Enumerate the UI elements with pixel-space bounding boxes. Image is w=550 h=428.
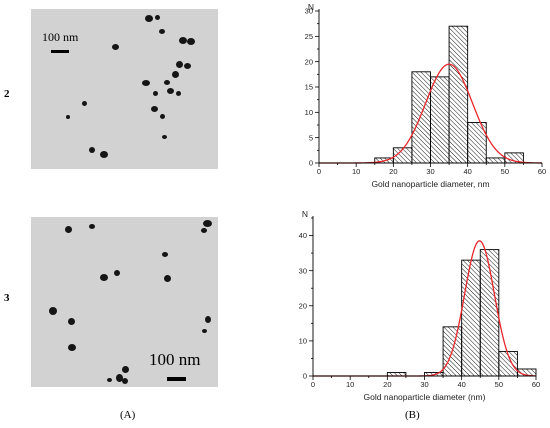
y-tick-label: 0: [303, 372, 307, 381]
nanoparticle: [205, 316, 211, 323]
histogram-bar: [485, 157, 506, 164]
x-axis-label: Gold nanoparticle diameter (nm): [364, 392, 486, 402]
histogram-bar: [461, 259, 481, 377]
y-tick-label: 40: [299, 231, 307, 240]
scale-bar-label: 100 nm: [149, 350, 201, 369]
y-tick-label: 30: [305, 7, 313, 16]
nanoparticle: [162, 135, 167, 139]
nanoparticle: [176, 91, 181, 96]
nanoparticle: [89, 224, 95, 229]
x-tick-label: 40: [457, 380, 465, 389]
nanoparticle: [155, 15, 160, 20]
y-axis-label: N: [308, 2, 314, 12]
nanoparticle: [164, 80, 170, 85]
x-tick-label: 50: [501, 167, 509, 176]
nanoparticle: [179, 37, 187, 44]
x-tick-label: 10: [352, 167, 360, 176]
nanoparticle: [114, 270, 120, 276]
nanoparticle: [151, 106, 158, 112]
y-tick-label: 10: [305, 108, 313, 117]
x-tick-label: 0: [311, 380, 315, 389]
nanoparticle: [122, 366, 129, 373]
x-tick-label: 50: [495, 380, 503, 389]
nanoparticle: [82, 101, 87, 106]
nanoparticle: [164, 275, 171, 282]
nanoparticle: [159, 29, 165, 34]
y-tick-label: 0: [309, 159, 313, 168]
row-label-2: 2: [4, 88, 10, 100]
x-tick-label: 20: [383, 380, 391, 389]
nanoparticle: [145, 15, 153, 22]
nanoparticle: [107, 378, 112, 382]
nanoparticle: [68, 318, 75, 325]
y-tick-label: 30: [299, 266, 307, 275]
nanoparticle: [65, 226, 72, 233]
nanoparticle: [176, 61, 183, 68]
x-tick-label: 10: [346, 380, 354, 389]
nanoparticle: [172, 71, 179, 78]
nanoparticle: [100, 151, 108, 158]
y-axis-label: N: [302, 209, 308, 219]
nanoparticle: [160, 114, 165, 119]
x-tick-label: 20: [389, 167, 397, 176]
nanoparticle: [162, 252, 168, 257]
histogram-bar: [448, 25, 469, 164]
histogram-row-3: 0 10 20 30 40 50 60 0 10 20 30 40 N Gold nanoparticle…: [299, 209, 541, 402]
scale-bar-label: 100 nm: [42, 30, 79, 44]
x-tick-label: 30: [426, 167, 434, 176]
y-tick-label: 5: [309, 133, 313, 142]
y-tick-label: 10: [299, 336, 307, 345]
nanoparticle: [100, 274, 108, 281]
nanoparticle: [153, 91, 158, 96]
nanoparticle: [68, 344, 76, 351]
tem-image-2: 100 nm: [31, 9, 218, 169]
y-tick-label: 20: [299, 301, 307, 310]
scale-bar: [167, 377, 186, 381]
nanoparticle: [142, 80, 150, 86]
nanoparticle: [122, 378, 128, 384]
row-label-3: 3: [4, 292, 10, 304]
y-tick-label: 15: [305, 83, 313, 92]
scale-bar: [51, 50, 69, 53]
nanoparticle: [203, 220, 212, 227]
nanoparticle: [89, 147, 95, 153]
panel-label-a: (A): [120, 409, 136, 421]
histogram-bar: [430, 76, 450, 164]
nanoparticle: [167, 88, 174, 94]
y-tick-label: 20: [305, 57, 313, 66]
nanoparticle: [201, 228, 207, 233]
x-tick-label: 40: [463, 167, 471, 176]
y-tick-label: 25: [305, 32, 313, 41]
nanoparticle: [112, 44, 119, 50]
nanoparticle: [187, 38, 195, 45]
x-tick-label: 60: [532, 380, 540, 389]
nanoparticle: [49, 307, 57, 315]
x-tick-label: 60: [538, 167, 546, 176]
nanoparticle: [184, 63, 191, 69]
x-axis-label: Gold nanoparticle diameter, nm: [371, 179, 489, 189]
x-tick-label: 30: [420, 380, 428, 389]
nanoparticle: [66, 115, 70, 119]
panel-label-b: (B): [405, 409, 420, 421]
tem-image-3: 100 nm: [31, 217, 218, 387]
histogram-bar: [411, 71, 431, 164]
nanoparticle: [202, 329, 207, 333]
x-tick-label: 0: [317, 167, 321, 176]
nanoparticle: [116, 374, 123, 382]
